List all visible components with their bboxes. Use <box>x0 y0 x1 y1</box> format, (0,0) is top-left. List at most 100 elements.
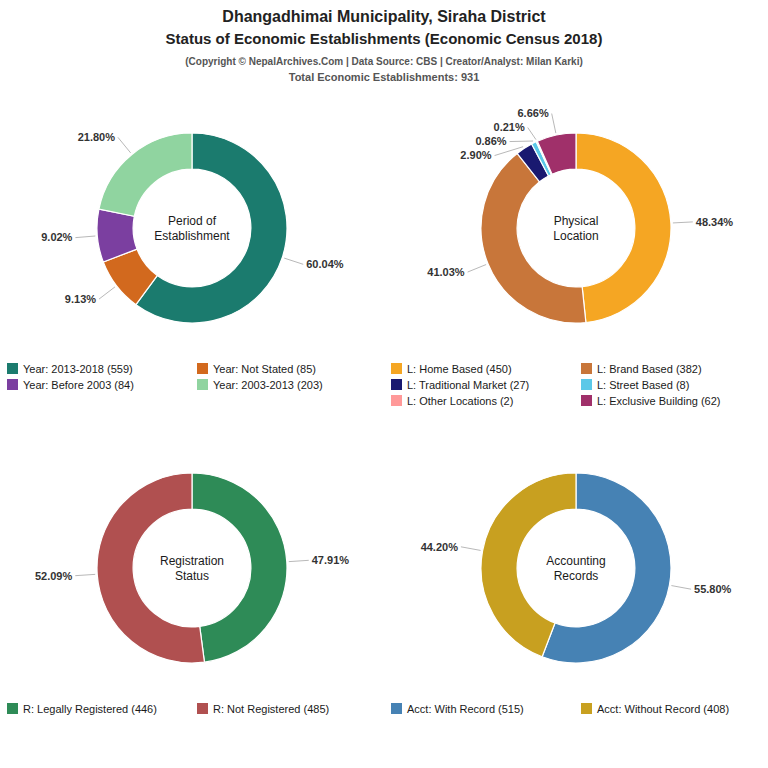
legend-item: L: Other Locations (2) <box>391 395 513 407</box>
leader-line <box>289 560 309 561</box>
donut-chart: RegistrationStatus 47.91% 52.09% <box>35 473 349 663</box>
leader-line <box>99 287 115 299</box>
legend-item: L: Traditional Market (27) <box>391 379 529 391</box>
legend: Year: 2013-2018 (559) Year: Not Stated (8… <box>7 363 323 391</box>
data-labels: 47.91% 52.09% <box>35 554 349 581</box>
legend-item: Acct: With Record (515) <box>391 703 524 715</box>
legend-label: L: Exclusive Building (62) <box>597 395 721 407</box>
legend-label: R: Not Registered (485) <box>213 703 329 715</box>
title: Dhangadhimai Municipality, Siraha Distri… <box>222 8 546 25</box>
leader-line <box>495 147 524 156</box>
legend-label: Acct: Without Record (408) <box>597 703 729 715</box>
center-label: RegistrationStatus <box>160 554 224 583</box>
data-label: 41.03% <box>427 266 465 278</box>
legend-swatch <box>391 379 402 390</box>
data-label: 0.86% <box>475 135 506 147</box>
leader-line <box>75 574 95 575</box>
legend-label: Year: 2013-2018 (559) <box>23 363 133 375</box>
center-label-line: Status <box>175 569 209 583</box>
data-label: 9.02% <box>41 231 72 243</box>
chart-root: Dhangadhimai Municipality, Siraha Distri… <box>0 0 768 768</box>
donut-chart: AccountingRecords55.80%44.20% <box>421 473 732 663</box>
legend-swatch <box>7 379 18 390</box>
legend-item: Year: Before 2003 (84) <box>7 379 134 391</box>
data-label: 47.91% <box>312 554 350 566</box>
data-label: 55.80% <box>694 583 732 595</box>
leader-line <box>75 236 95 238</box>
legend-item: L: Home Based (450) <box>391 363 512 375</box>
legend-swatch <box>581 363 592 374</box>
legend-item: Year: 2013-2018 (559) <box>7 363 133 375</box>
legend: Acct: With Record (515) Acct: Without Rec… <box>391 703 729 715</box>
leader-line <box>671 586 691 590</box>
center-label: PhysicalLocation <box>553 214 598 243</box>
leader-line <box>468 265 487 273</box>
data-label: 2.90% <box>460 149 491 161</box>
legend-item: R: Legally Registered (446) <box>7 703 157 715</box>
legend-swatch <box>391 363 402 374</box>
legend-item: Year: Not Stated (85) <box>197 363 316 375</box>
legend-swatch <box>581 703 592 714</box>
legend-swatch <box>581 395 592 406</box>
legend-swatch <box>581 379 592 390</box>
data-label: 21.80% <box>78 131 116 143</box>
legend-label: Year: Before 2003 (84) <box>23 379 134 391</box>
data-label: 6.66% <box>517 107 548 119</box>
leader-line <box>552 114 556 134</box>
legend-item: L: Exclusive Building (62) <box>581 395 721 407</box>
slice <box>99 133 192 216</box>
legend-label: L: Street Based (8) <box>597 379 689 391</box>
subtitle: Total Economic Establishments: 931 <box>289 71 480 83</box>
legend-swatch <box>391 395 402 406</box>
subtitle: (Copyright © NepalArchives.Com | Data So… <box>185 56 583 67</box>
legend-swatch <box>197 363 208 374</box>
legend-label: L: Traditional Market (27) <box>407 379 529 391</box>
data-labels: 48.34%41.03%2.90%0.86%0.21%6.66% <box>427 107 733 278</box>
legend-label: L: Other Locations (2) <box>407 395 513 407</box>
data-label: 52.09% <box>35 570 73 582</box>
slice <box>537 133 576 174</box>
leader-line <box>461 547 481 551</box>
data-label: 9.13% <box>65 293 96 305</box>
center-label: AccountingRecords <box>546 554 605 583</box>
center-label-line: Period of <box>168 214 217 228</box>
legend: R: Legally Registered (446) R: Not Regist… <box>7 703 329 715</box>
title: Status of Economic Establishments (Econo… <box>166 30 603 47</box>
legend-item: L: Street Based (8) <box>581 379 689 391</box>
data-labels: 55.80%44.20% <box>421 541 732 595</box>
legend-label: R: Legally Registered (446) <box>23 703 157 715</box>
center-label-line: Establishment <box>154 229 230 243</box>
slices <box>97 473 287 663</box>
leader-line <box>118 137 131 152</box>
legend-label: Year: 2003-2013 (203) <box>213 379 323 391</box>
slices <box>481 133 671 323</box>
data-label: 0.21% <box>494 121 525 133</box>
donut-chart: PhysicalLocation48.34%41.03%2.90%0.86%0.… <box>427 107 733 323</box>
legend-swatch <box>7 703 18 714</box>
legend-label: Year: Not Stated (85) <box>213 363 316 375</box>
center-label: Period ofEstablishment <box>154 214 230 243</box>
legend-item: L: Brand Based (382) <box>581 363 702 375</box>
data-label: 60.04% <box>306 258 344 270</box>
data-labels: 60.04% 9.13% 9.02% 21.80% <box>41 131 344 305</box>
center-label-line: Accounting <box>546 554 605 568</box>
donut-chart: Period ofEstablishment 60.04% 9.13% 9.02% 21… <box>41 131 344 323</box>
legend-label: L: Home Based (450) <box>407 363 512 375</box>
center-label-line: Location <box>553 229 598 243</box>
center-label-line: Records <box>554 569 599 583</box>
slices <box>97 133 287 323</box>
leader-line <box>528 128 536 140</box>
center-label-line: Registration <box>160 554 224 568</box>
legend-item: Acct: Without Record (408) <box>581 703 729 715</box>
legend-swatch <box>391 703 402 714</box>
leader-line <box>284 258 303 264</box>
center-label-line: Physical <box>554 214 599 228</box>
legend-swatch <box>197 703 208 714</box>
legend: L: Home Based (450) L: Brand Based (382) L… <box>391 363 721 407</box>
leader-line <box>510 141 533 143</box>
slice <box>97 209 137 262</box>
leader-line <box>673 222 693 223</box>
legend-item: Year: 2003-2013 (203) <box>197 379 323 391</box>
legend-swatch <box>197 379 208 390</box>
slices <box>481 473 671 663</box>
